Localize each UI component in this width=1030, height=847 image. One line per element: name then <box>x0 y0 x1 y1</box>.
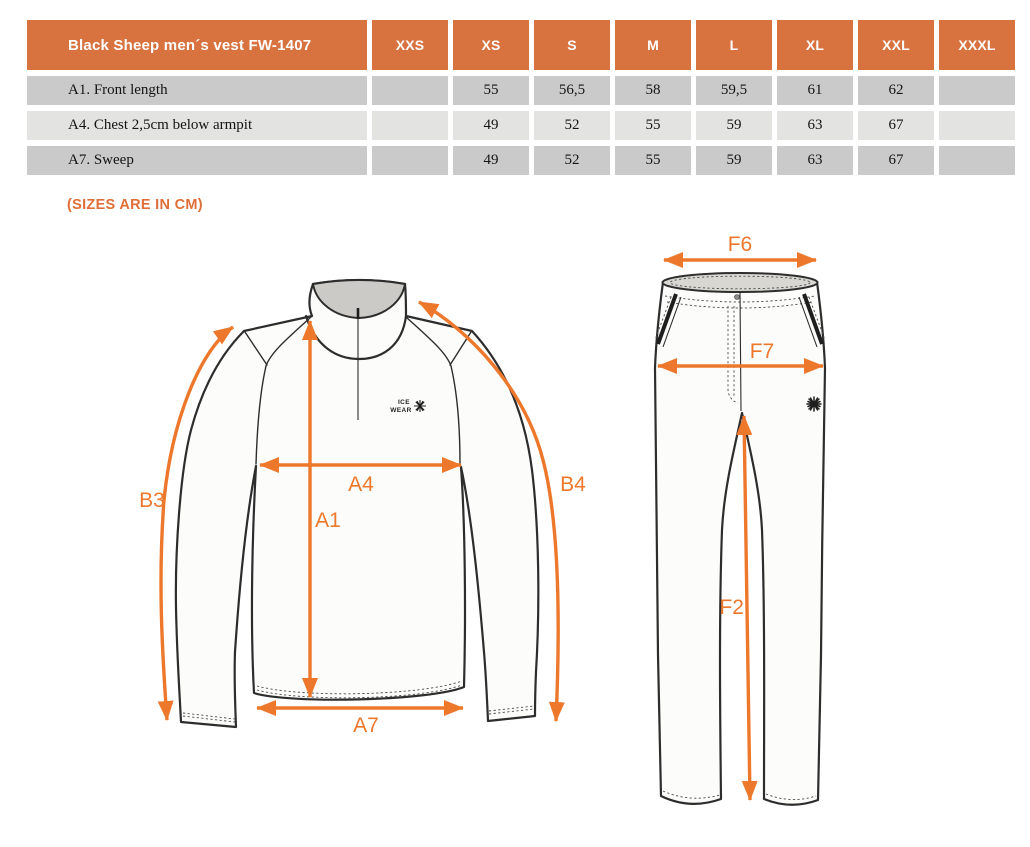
cell-value: 67 <box>858 146 934 175</box>
collar-inner-fill <box>311 279 407 320</box>
logo-text-wear: WEAR <box>390 407 411 414</box>
pocket-right <box>802 293 824 345</box>
cell-value <box>372 76 448 105</box>
cell-value: 63 <box>777 146 853 175</box>
size-header-m: M <box>615 20 691 70</box>
cell-value <box>939 111 1015 140</box>
cell-value: 58 <box>615 76 691 105</box>
size-header-xxl: XXL <box>858 20 934 70</box>
row-label: A4. Chest 2,5cm below armpit <box>27 111 367 140</box>
sizes-note: (SIZES ARE IN CM) <box>67 197 203 213</box>
size-header-xl: XL <box>777 20 853 70</box>
label-f6: F6 <box>728 233 753 256</box>
label-a7: A7 <box>353 714 379 737</box>
label-f2: F2 <box>719 596 744 619</box>
logo-snowflake-icon <box>414 400 426 412</box>
pocket-left <box>656 293 678 345</box>
waistband-inner-stitch <box>669 275 811 290</box>
arrow-f2 <box>736 415 758 801</box>
logo-text-ice: ICE <box>398 399 410 406</box>
cell-value <box>372 111 448 140</box>
label-b4: B4 <box>560 473 586 496</box>
pocket-right-edge <box>798 296 818 348</box>
pocket-left-edge <box>662 296 682 348</box>
cell-value: 52 <box>534 111 610 140</box>
pants-silhouette <box>653 280 827 806</box>
waist-button <box>734 294 740 300</box>
size-chart-table: Black Sheep men´s vest FW-1407 XXS XS S … <box>27 20 1015 175</box>
cell-value: 49 <box>453 111 529 140</box>
size-header-xxs: XXS <box>372 20 448 70</box>
cell-value: 55 <box>615 146 691 175</box>
arrow-b3 <box>157 325 234 721</box>
fly-stitching <box>727 306 739 404</box>
cell-value: 63 <box>777 111 853 140</box>
center-front-line <box>739 291 742 412</box>
hem-stitch-right-leg <box>765 793 817 800</box>
cell-value: 55 <box>615 111 691 140</box>
hem-stitching <box>256 680 463 695</box>
pocket-right-stitch <box>808 296 826 341</box>
table-title: Black Sheep men´s vest FW-1407 <box>27 20 367 70</box>
size-header-xxxl: XXXL <box>939 20 1015 70</box>
cell-value <box>939 76 1015 105</box>
label-a1: A1 <box>315 509 341 532</box>
cell-value <box>372 146 448 175</box>
pants-drawing: F6 F7 F2 <box>653 233 827 806</box>
row-label: A1. Front length <box>27 76 367 105</box>
cell-value: 59,5 <box>696 76 772 105</box>
size-header-l: L <box>696 20 772 70</box>
size-header-s: S <box>534 20 610 70</box>
arrow-b4 <box>418 300 565 722</box>
raglan-seam-left <box>255 316 312 465</box>
label-a4: A4 <box>348 473 374 496</box>
cell-value <box>939 146 1015 175</box>
cell-value: 61 <box>777 76 853 105</box>
cell-value: 52 <box>534 146 610 175</box>
cell-value: 59 <box>696 111 772 140</box>
label-f7: F7 <box>750 340 775 363</box>
cell-value: 67 <box>858 111 934 140</box>
hem-stitching <box>256 684 463 699</box>
hip-snowflake-icon <box>806 396 822 412</box>
cell-value: 55 <box>453 76 529 105</box>
shoulder-seam-left <box>244 331 268 366</box>
cell-value: 49 <box>453 146 529 175</box>
cell-value: 56,5 <box>534 76 610 105</box>
pocket-left-stitch <box>654 296 672 341</box>
hem-stitch-left-leg <box>662 790 721 799</box>
sweater-silhouette <box>174 278 540 729</box>
sweater-drawing: ICE WEAR B3 B4 A4 A1 A7 <box>139 278 586 737</box>
cell-value: 59 <box>696 146 772 175</box>
size-header-xs: XS <box>453 20 529 70</box>
row-label: A7. Sweep <box>27 146 367 175</box>
label-b3: B3 <box>139 489 165 512</box>
cell-value: 62 <box>858 76 934 105</box>
